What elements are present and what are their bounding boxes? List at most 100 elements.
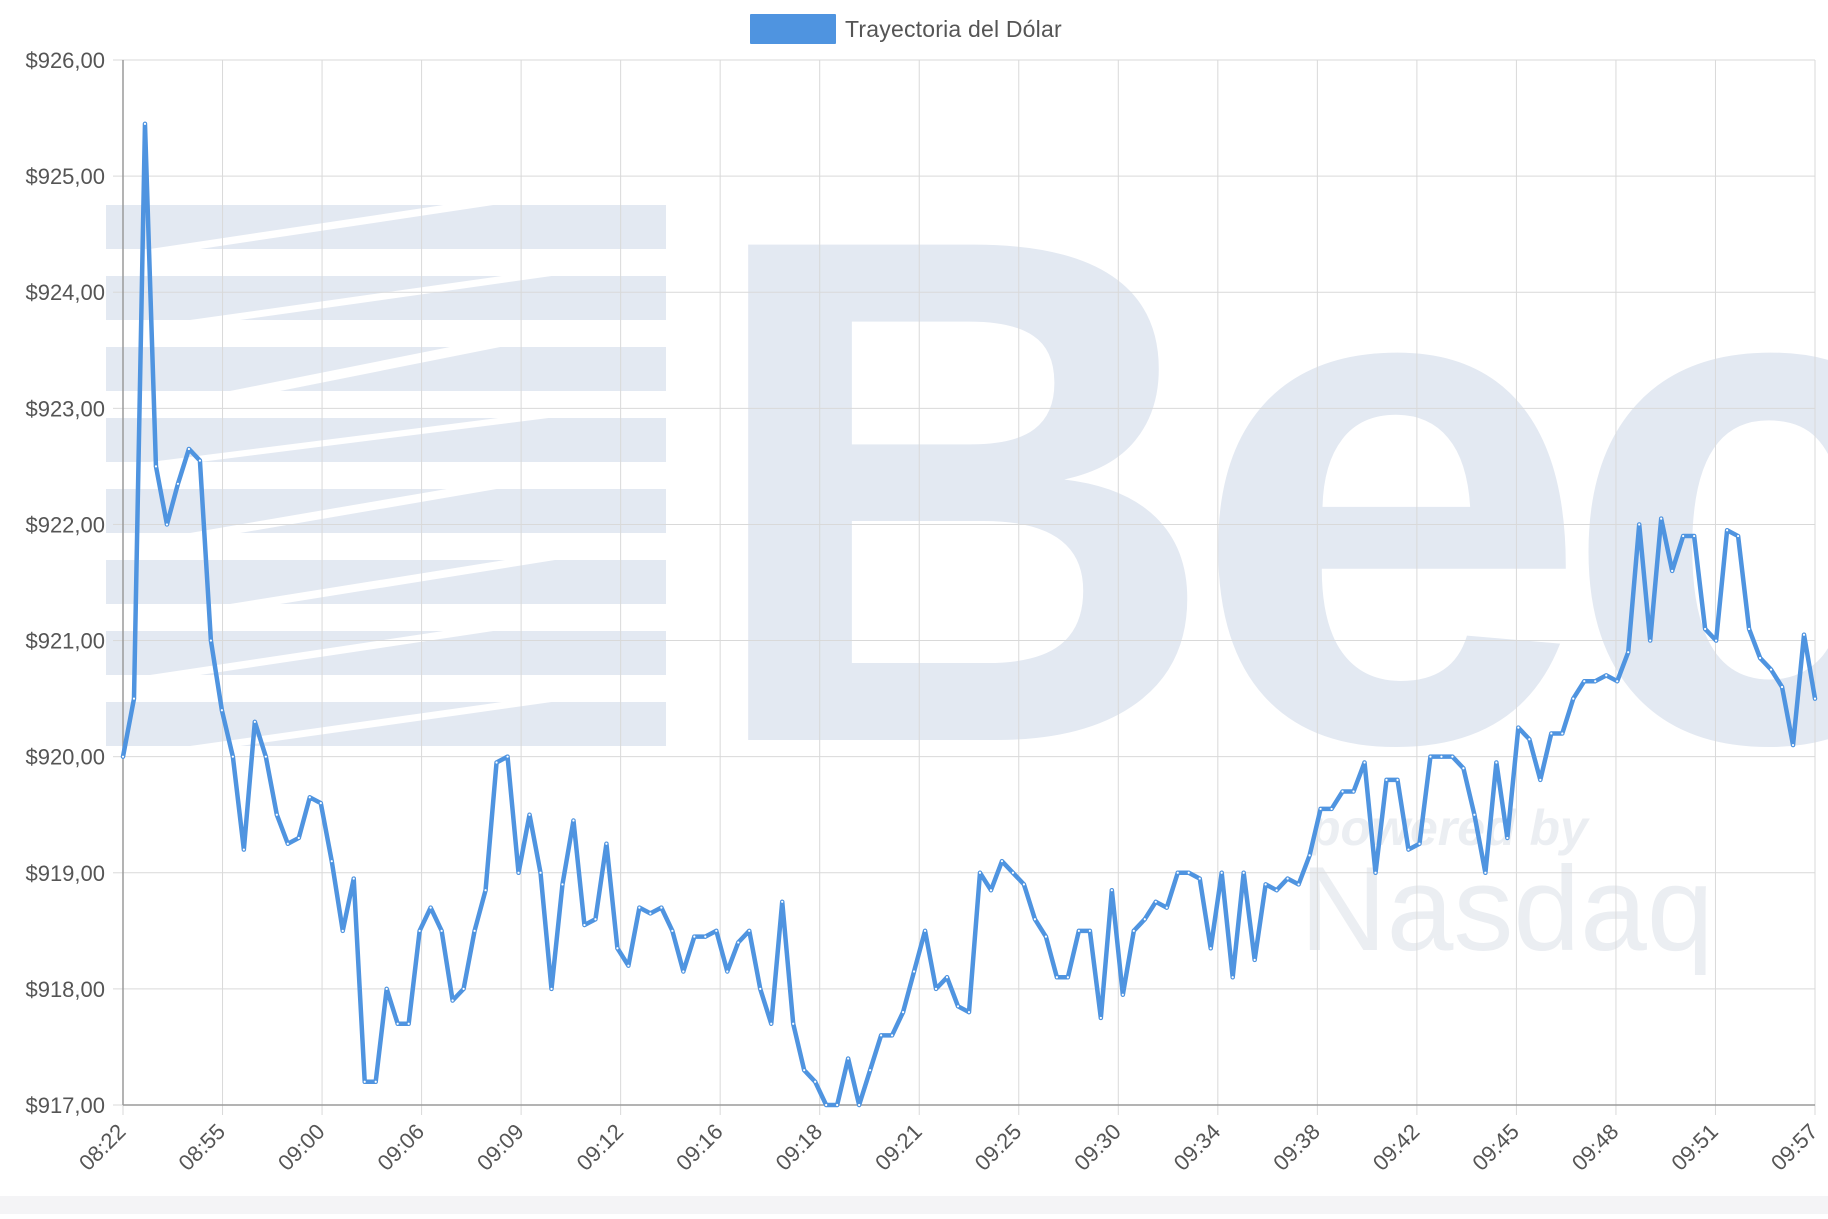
data-point <box>1801 632 1807 637</box>
data-point <box>1768 667 1774 672</box>
data-point <box>439 928 444 933</box>
watermark-stripes-logo <box>106 201 666 746</box>
watermark-brand-text: Bec <box>700 88 1828 893</box>
data-point <box>1164 905 1169 910</box>
watermark-stripe-cut <box>190 485 520 533</box>
watermark-stripe-cut <box>150 201 520 249</box>
data-point <box>1670 568 1675 573</box>
data-point <box>351 876 356 881</box>
data-point <box>1450 754 1455 759</box>
data-point <box>1626 650 1631 655</box>
data-point <box>1219 870 1224 875</box>
data-point <box>1384 777 1389 782</box>
data-point <box>1571 696 1576 701</box>
data-point <box>977 870 983 875</box>
x-tick-label: 09:45 <box>1467 1119 1524 1176</box>
data-point <box>1362 760 1367 765</box>
data-point <box>362 1079 367 1084</box>
data-point <box>1757 655 1763 661</box>
data-point <box>1746 626 1752 632</box>
data-point <box>868 1068 873 1073</box>
data-point <box>1032 917 1038 922</box>
data-point <box>879 1033 884 1038</box>
data-point <box>120 754 126 759</box>
x-tick-label: 09:21 <box>870 1119 927 1176</box>
data-point <box>1560 731 1565 736</box>
data-point <box>1131 928 1136 933</box>
data-point <box>1065 975 1070 980</box>
data-point <box>758 986 763 991</box>
data-point <box>560 882 565 887</box>
data-point <box>1779 684 1785 690</box>
data-point <box>461 986 466 991</box>
x-tick-label: 09:57 <box>1766 1119 1823 1176</box>
data-point <box>692 934 697 939</box>
watermark-stripe <box>106 205 666 249</box>
data-point <box>1615 679 1620 684</box>
data-point <box>417 928 422 933</box>
data-point <box>483 888 488 893</box>
data-point <box>1340 789 1345 794</box>
data-point <box>955 1004 961 1009</box>
data-point <box>999 859 1005 864</box>
data-point <box>582 922 587 928</box>
data-point <box>922 928 928 933</box>
data-point <box>1461 766 1466 771</box>
data-point <box>1439 754 1444 759</box>
data-point <box>494 760 499 765</box>
data-point <box>252 719 257 724</box>
data-point <box>593 917 598 922</box>
data-point <box>1263 882 1268 887</box>
data-point <box>285 841 290 846</box>
watermark-nasdaq-text: Nasdaq <box>1300 842 1714 976</box>
data-point <box>516 870 521 875</box>
x-tick-label: 09:38 <box>1268 1119 1325 1176</box>
data-point <box>615 946 620 951</box>
data-point <box>373 1079 378 1084</box>
data-point <box>1735 533 1741 539</box>
data-point <box>1494 760 1499 765</box>
x-tick-label: 09:00 <box>273 1119 330 1176</box>
data-point <box>1109 888 1114 893</box>
x-tick-label: 09:42 <box>1368 1119 1425 1176</box>
watermark-stripe <box>106 631 666 675</box>
bec-watermark: Bec powered by Nasdaq <box>106 88 1828 976</box>
data-point <box>1582 679 1587 684</box>
data-point <box>1648 638 1653 643</box>
data-point <box>1087 928 1092 933</box>
x-axis-ticks: 08:22 08:55 09:00 09:06 09:09 09:12 09:16 09:18… <box>74 1119 1823 1176</box>
data-point <box>670 928 675 933</box>
data-point <box>1142 917 1147 922</box>
data-point <box>1812 696 1818 701</box>
data-point <box>1329 806 1334 812</box>
y-tick-label: $925,00 <box>25 164 105 189</box>
data-point <box>318 801 323 806</box>
data-point <box>329 859 334 864</box>
data-point <box>1285 876 1290 881</box>
data-point <box>208 638 213 643</box>
data-point <box>736 940 741 945</box>
data-point <box>769 1021 774 1026</box>
data-point <box>340 928 345 933</box>
data-point <box>1230 975 1235 980</box>
data-point <box>1153 899 1158 904</box>
data-point <box>549 986 554 991</box>
bottom-strip <box>0 1196 1828 1214</box>
data-point <box>428 905 433 910</box>
data-point <box>131 696 137 701</box>
data-point <box>1274 888 1279 893</box>
y-tick-label: $926,00 <box>25 48 105 73</box>
data-point <box>450 998 455 1003</box>
legend-label: Trayectoria del Dólar <box>845 15 1062 42</box>
data-point <box>274 812 279 817</box>
data-point <box>1054 975 1059 980</box>
x-tick-label: 08:22 <box>74 1119 131 1176</box>
data-point <box>1703 626 1708 632</box>
data-point <box>1417 841 1422 846</box>
data-point <box>571 818 576 823</box>
y-tick-label: $917,00 <box>25 1093 105 1118</box>
legend[interactable]: Trayectoria del Dólar <box>750 14 1062 44</box>
data-point <box>637 905 642 910</box>
